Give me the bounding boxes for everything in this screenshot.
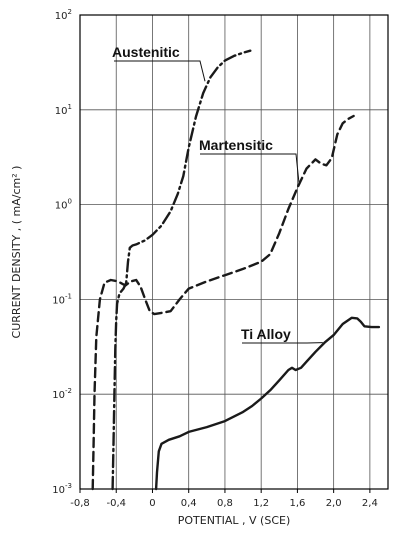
x-axis-title: POTENTIAL , V (SCE) — [178, 514, 291, 527]
annotation-leader-line — [114, 60, 206, 82]
y-tick-label: 10-2 — [52, 387, 72, 401]
x-tick-label: 2,0 — [326, 498, 342, 509]
y-tick-label: 10-3 — [52, 482, 72, 496]
y-tick-label: 101 — [55, 103, 72, 117]
series-line-austenitic — [111, 49, 252, 491]
y-tick-label: 10-1 — [52, 292, 72, 306]
x-tick-labels: -0,8 -0,4 0 0,4 0,8 1,2 1,6 2,0 2,4 — [70, 498, 378, 509]
y-tick-label: 100 — [55, 198, 72, 212]
annotation-ti-alloy: Ti Alloy — [241, 326, 291, 342]
x-tick-label: 2,4 — [362, 498, 378, 509]
x-tick-label: 0 — [149, 498, 155, 509]
series-line-martensitic — [91, 114, 355, 491]
annotation-leader-line — [200, 153, 300, 186]
x-tick-label: -0,8 — [70, 498, 90, 509]
x-tick-label: 0,8 — [217, 498, 233, 509]
x-tick-label: 1,6 — [289, 498, 305, 509]
series-layer — [91, 49, 381, 491]
x-tick-label: 0,4 — [181, 498, 197, 509]
y-tick-labels: 10-3 10-2 10-1 100 101 102 — [52, 8, 72, 496]
annotation-austenitic: Austenitic — [112, 44, 180, 60]
series-line-ti-alloy — [154, 316, 381, 491]
y-tick-label: 102 — [55, 8, 72, 22]
y-axis-title: CURRENT DENSITY , ( mA/cm² ) — [10, 166, 23, 339]
plot-frame — [79, 14, 389, 490]
annotations: Austenitic Martensitic Ti Alloy — [112, 44, 323, 344]
annotation-martensitic: Martensitic — [199, 137, 273, 153]
x-tick-label: -0,4 — [106, 498, 126, 509]
x-tick-label: 1,2 — [253, 498, 269, 509]
